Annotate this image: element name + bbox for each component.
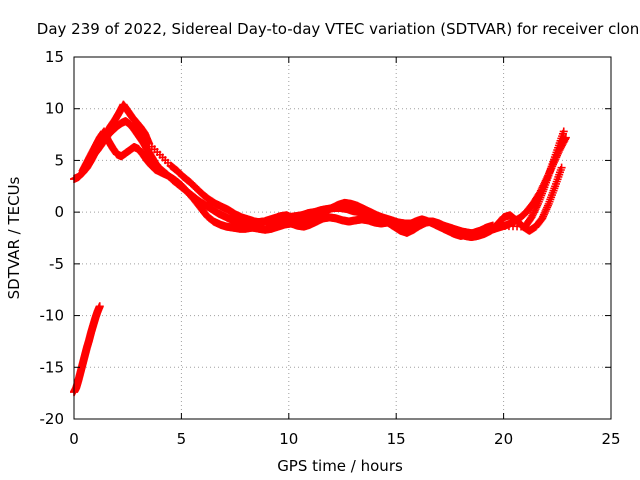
data-point [533, 201, 542, 210]
plot-border [73, 56, 612, 420]
x-tick-label: 25 [601, 430, 620, 448]
data-point [543, 201, 552, 210]
chart-title: Day 239 of 2022, Sidereal Day-to-day VTE… [37, 20, 639, 38]
data-point [542, 205, 551, 214]
x-tick-label: 15 [387, 430, 406, 448]
y-tick-label: -20 [40, 410, 65, 428]
y-tick-label: -10 [40, 307, 65, 325]
y-tick-label: 0 [54, 203, 64, 221]
y-tick-label: 5 [54, 151, 64, 169]
y-tick-label: -15 [40, 358, 65, 376]
data-point [539, 210, 548, 219]
series-group [78, 127, 566, 241]
series-layer [70, 100, 570, 397]
series-group [70, 302, 104, 397]
y-tick-label: -5 [49, 255, 64, 273]
data-point [538, 214, 547, 223]
data-point [539, 212, 548, 221]
x-tick-label: 0 [69, 430, 79, 448]
data-point [541, 207, 550, 216]
axis-ticks: 0 5 10 15 20 25 -20 -15 -10 -5 0 5 10 15 [40, 48, 621, 448]
y-tick-label: 15 [45, 48, 64, 66]
data-point [559, 127, 568, 136]
data-point [540, 208, 549, 217]
y-tick-label: 10 [45, 100, 64, 118]
data-point [543, 203, 552, 212]
y-axis-label: SDTVAR / TECUs [5, 176, 23, 299]
x-tick-label: 5 [177, 430, 187, 448]
data-point [95, 302, 104, 311]
x-tick-label: 20 [494, 430, 513, 448]
data-point [557, 163, 566, 172]
x-tick-label: 10 [279, 430, 298, 448]
x-axis-label: GPS time / hours [277, 457, 403, 475]
